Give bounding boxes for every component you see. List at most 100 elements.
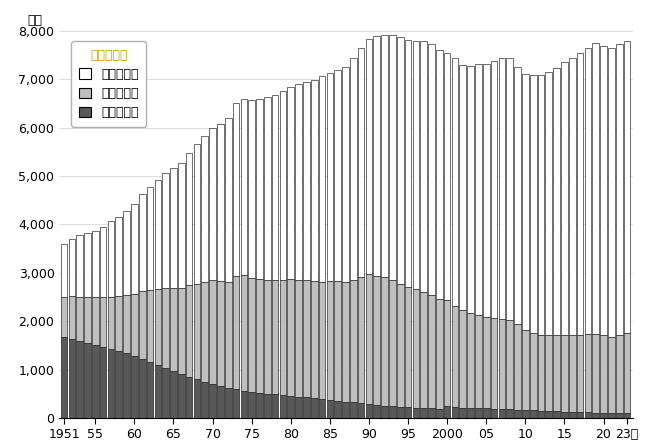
Bar: [436, 409, 442, 418]
Bar: [155, 180, 161, 289]
Bar: [319, 399, 325, 418]
Bar: [108, 349, 114, 418]
Bar: [584, 413, 591, 418]
Bar: [326, 73, 333, 281]
Bar: [514, 409, 521, 418]
Bar: [467, 66, 474, 313]
Bar: [428, 409, 435, 418]
Bar: [334, 70, 341, 282]
Bar: [491, 61, 497, 318]
Bar: [381, 34, 388, 277]
Text: 万人: 万人: [28, 14, 43, 27]
Bar: [186, 153, 192, 285]
Bar: [373, 405, 380, 418]
Bar: [217, 386, 224, 418]
Bar: [100, 227, 106, 298]
Bar: [600, 46, 607, 335]
Bar: [68, 239, 75, 296]
Bar: [163, 368, 169, 418]
Bar: [483, 63, 490, 317]
Bar: [413, 408, 419, 418]
Bar: [350, 58, 357, 279]
Bar: [624, 41, 630, 333]
Bar: [506, 58, 513, 320]
Bar: [76, 341, 83, 418]
Bar: [538, 76, 544, 335]
Bar: [405, 407, 412, 418]
Bar: [61, 337, 67, 418]
Bar: [326, 281, 333, 400]
Bar: [342, 67, 349, 282]
Bar: [194, 284, 200, 380]
Bar: [522, 330, 529, 410]
Bar: [288, 87, 294, 279]
Bar: [577, 335, 584, 412]
Bar: [616, 44, 622, 335]
Bar: [451, 407, 459, 418]
Bar: [146, 362, 154, 418]
Bar: [170, 371, 177, 418]
Bar: [421, 292, 427, 408]
Bar: [342, 401, 349, 418]
Bar: [451, 58, 459, 306]
Bar: [592, 334, 599, 413]
Bar: [514, 324, 521, 409]
Bar: [616, 335, 622, 413]
Bar: [170, 288, 177, 371]
Bar: [217, 124, 224, 282]
Bar: [499, 409, 505, 418]
Bar: [288, 279, 294, 396]
Bar: [225, 388, 232, 418]
Bar: [163, 288, 169, 368]
Bar: [577, 412, 584, 418]
Bar: [381, 277, 388, 406]
Bar: [225, 118, 232, 282]
Bar: [326, 400, 333, 418]
Bar: [530, 333, 537, 410]
Bar: [366, 39, 372, 274]
Bar: [256, 279, 263, 393]
Bar: [76, 297, 83, 341]
Bar: [84, 297, 91, 343]
Bar: [397, 37, 404, 283]
Bar: [522, 74, 529, 330]
Bar: [373, 276, 380, 405]
Bar: [514, 67, 521, 324]
Bar: [272, 95, 279, 280]
Bar: [241, 275, 247, 391]
Bar: [538, 410, 544, 418]
Bar: [491, 409, 497, 418]
Bar: [342, 282, 349, 401]
Bar: [584, 48, 591, 334]
Bar: [76, 236, 83, 297]
Bar: [155, 365, 161, 418]
Bar: [139, 291, 146, 359]
Bar: [506, 409, 513, 418]
Bar: [186, 285, 192, 377]
Bar: [405, 40, 412, 287]
Bar: [248, 100, 255, 278]
Bar: [421, 408, 427, 418]
Bar: [256, 393, 263, 418]
Bar: [233, 276, 239, 389]
Bar: [561, 335, 568, 412]
Bar: [421, 41, 427, 292]
Bar: [577, 54, 584, 335]
Bar: [139, 359, 146, 418]
Bar: [553, 68, 560, 335]
Bar: [272, 280, 279, 394]
Bar: [569, 412, 575, 418]
Bar: [413, 290, 419, 408]
Bar: [444, 300, 450, 406]
Bar: [311, 80, 317, 281]
Bar: [92, 231, 99, 297]
Bar: [608, 48, 615, 337]
Bar: [413, 41, 419, 290]
Bar: [178, 374, 184, 418]
Bar: [616, 413, 622, 418]
Bar: [491, 318, 497, 409]
Bar: [100, 298, 106, 347]
Bar: [561, 63, 568, 335]
Bar: [115, 351, 122, 418]
Bar: [295, 280, 302, 397]
